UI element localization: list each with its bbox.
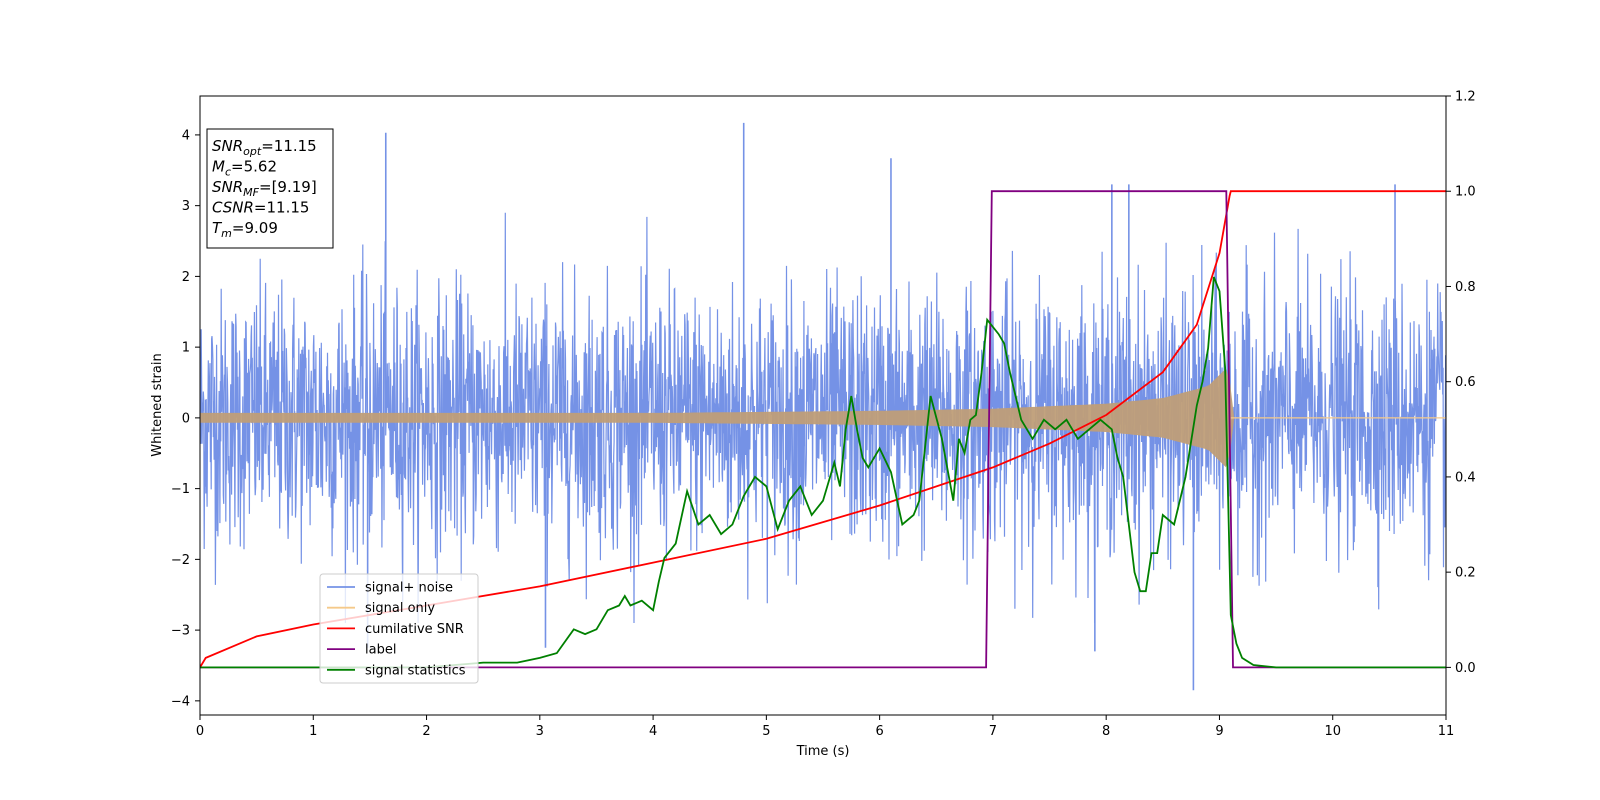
- annotation-var: SNR: [212, 178, 243, 196]
- x-tick-label: 8: [1102, 724, 1110, 739]
- series-signal-statistics: [200, 276, 1446, 669]
- y2-tick-label: 0.8: [1455, 280, 1476, 295]
- x-tick-label: 11: [1438, 724, 1455, 739]
- annotation-var: CSNR: [212, 199, 254, 217]
- annotation-sub: c: [225, 166, 231, 179]
- series-layer: [200, 122, 1446, 691]
- x-tick-label: 0: [196, 724, 204, 739]
- annotation-line: CSNR=11.15: [212, 199, 309, 217]
- annotation-sub: opt: [243, 145, 262, 158]
- annotation-line: Mc=5.62: [212, 158, 277, 179]
- annotation-value: =11.15: [254, 199, 310, 217]
- y2-tick-label: 0.2: [1455, 566, 1476, 581]
- annotation-value: =11.15: [261, 137, 317, 155]
- x-axis-label: Time (s): [796, 744, 850, 759]
- annotation-sub: MF: [243, 186, 259, 199]
- y2-tick-label: 0.0: [1455, 661, 1476, 676]
- x-tick-label: 9: [1215, 724, 1223, 739]
- annotation-line: SNRopt=11.15: [212, 137, 317, 158]
- annotation-value: =9.09: [232, 219, 278, 237]
- y-tick-label: 3: [182, 199, 190, 214]
- legend-label: label: [365, 643, 396, 658]
- annotation-lines: SNRopt=11.15Mc=5.62SNRMF=[9.19]CSNR=11.1…: [212, 137, 317, 240]
- annotation-line: SNRMF=[9.19]: [212, 178, 317, 199]
- legend-label: cumilative SNR: [365, 622, 464, 637]
- annotation-var: M: [212, 158, 225, 176]
- annotation-value: =5.62: [231, 158, 277, 176]
- y2-tick-label: 1.2: [1455, 90, 1476, 105]
- y2-tick-label: 0.6: [1455, 375, 1476, 390]
- legend-frame: [319, 573, 479, 684]
- x-tick-label: 1: [309, 724, 317, 739]
- series-signal-only: [200, 368, 1446, 468]
- annotation-var: SNR: [212, 137, 243, 155]
- legend-items: signal+ noise signal only cumilative SNR la…: [327, 581, 466, 678]
- annotation-sub: m: [221, 227, 232, 240]
- y-tick-label: 4: [182, 128, 190, 143]
- x-tick-label: 3: [536, 724, 544, 739]
- annotation-frame: [206, 128, 334, 249]
- series-cumulative-snr: [200, 190, 1446, 668]
- x-tick-label: 4: [649, 724, 657, 739]
- legend: signal+ noise signal only cumilative SNR la…: [319, 573, 479, 684]
- y-tick-label: −3: [171, 624, 190, 639]
- y2-tick-label: 1.0: [1455, 185, 1476, 200]
- plot-area: [199, 95, 1447, 716]
- x-tick-label: 10: [1324, 724, 1341, 739]
- legend-label: signal statistics: [365, 663, 466, 678]
- annotation-value: =[9.19]: [259, 178, 317, 196]
- y2-tick-label: 0.4: [1455, 470, 1476, 485]
- y-tick-label: −4: [171, 694, 190, 709]
- annotation-line: Tm=9.09: [212, 219, 278, 240]
- x-tick-label: 2: [422, 724, 430, 739]
- y-tick-label: −2: [171, 553, 190, 568]
- x-tick-label: 6: [875, 724, 883, 739]
- series-signal-noise-spikes: [366, 122, 1396, 691]
- annotation-box: SNRopt=11.15Mc=5.62SNRMF=[9.19]CSNR=11.1…: [206, 128, 334, 249]
- y-tick-label: 2: [182, 270, 190, 285]
- y-tick-label: 0: [182, 411, 190, 426]
- y-axis-label: Whitened strain: [150, 353, 165, 456]
- axis-layer: 0 1 2 3 4 5 6 7 8 9 10 11 −4 −3 −2 −1 0 1 2 3 4 0.0 0.2 0.4 0.6 0…: [171, 90, 1476, 740]
- legend-label: signal only: [365, 601, 435, 616]
- y-tick-label: −1: [171, 482, 190, 497]
- legend-label: signal+ noise: [365, 581, 453, 596]
- x-tick-label: 7: [989, 724, 997, 739]
- x-tick-label: 5: [762, 724, 770, 739]
- y-tick-label: 1: [182, 341, 190, 356]
- plot-frame: [199, 95, 1447, 716]
- annotation-var: T: [212, 219, 223, 237]
